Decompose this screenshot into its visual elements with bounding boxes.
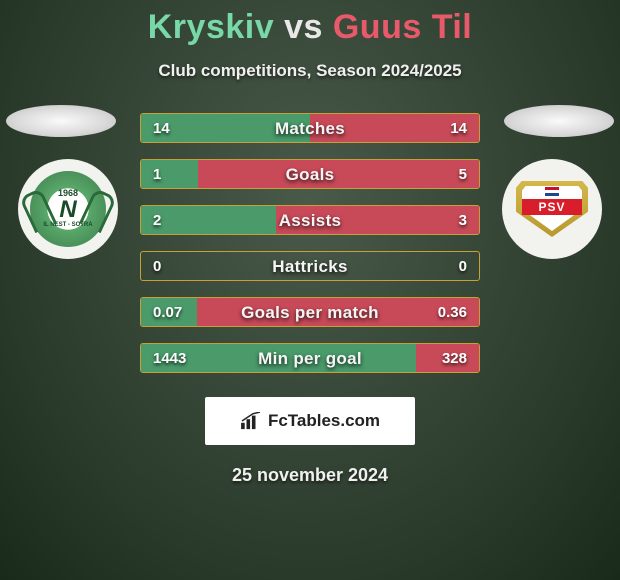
psv-text: PSV: [538, 200, 565, 214]
stat-row: 1414Matches: [140, 113, 480, 143]
brand-text: FcTables.com: [268, 411, 380, 431]
player1-club-badge: 1968 N IL NEST - SOTRA: [18, 159, 118, 259]
stat-label: Min per goal: [141, 344, 479, 372]
psv-flag-icon: [545, 187, 559, 196]
title-vs: vs: [284, 8, 323, 46]
brand-badge: FcTables.com: [205, 397, 415, 445]
content-wrapper: Kryskiv vs Guus Til Club competitions, S…: [0, 0, 620, 486]
stat-label: Assists: [141, 206, 479, 234]
stat-label: Goals per match: [141, 298, 479, 326]
title-player2: Guus Til: [333, 8, 472, 46]
stat-row: 15Goals: [140, 159, 480, 189]
stat-label: Goals: [141, 160, 479, 188]
player1-head-silhouette: [6, 105, 116, 137]
stat-label: Matches: [141, 114, 479, 142]
subtitle: Club competitions, Season 2024/2025: [0, 61, 620, 81]
stat-row: 1443328Min per goal: [140, 343, 480, 373]
psv-stripe: PSV: [522, 199, 582, 215]
psv-crest: PSV: [516, 181, 588, 237]
stat-row: 23Assists: [140, 205, 480, 235]
date-label: 25 november 2024: [0, 465, 620, 486]
brand-chart-icon: [240, 412, 262, 430]
player2-club-badge: PSV: [502, 159, 602, 259]
nest-sotra-crest: 1968 N IL NEST - SOTRA: [30, 171, 106, 247]
stat-rows: 1414Matches 15Goals 23Assists 00Hattricks 0.…: [140, 113, 480, 389]
title-player1: Kryskiv: [148, 8, 274, 46]
crest-clubname: IL NEST - SOTRA: [43, 222, 92, 229]
player2-head-silhouette: [504, 105, 614, 137]
stat-row: 0.070.36Goals per match: [140, 297, 480, 327]
stat-row: 00Hattricks: [140, 251, 480, 281]
stat-label: Hattricks: [141, 252, 479, 280]
crest-letter: N: [59, 198, 76, 222]
comparison-stage: 1968 N IL NEST - SOTRA PSV 1414Matches 15…: [0, 105, 620, 395]
page-title: Kryskiv vs Guus Til: [0, 0, 620, 47]
